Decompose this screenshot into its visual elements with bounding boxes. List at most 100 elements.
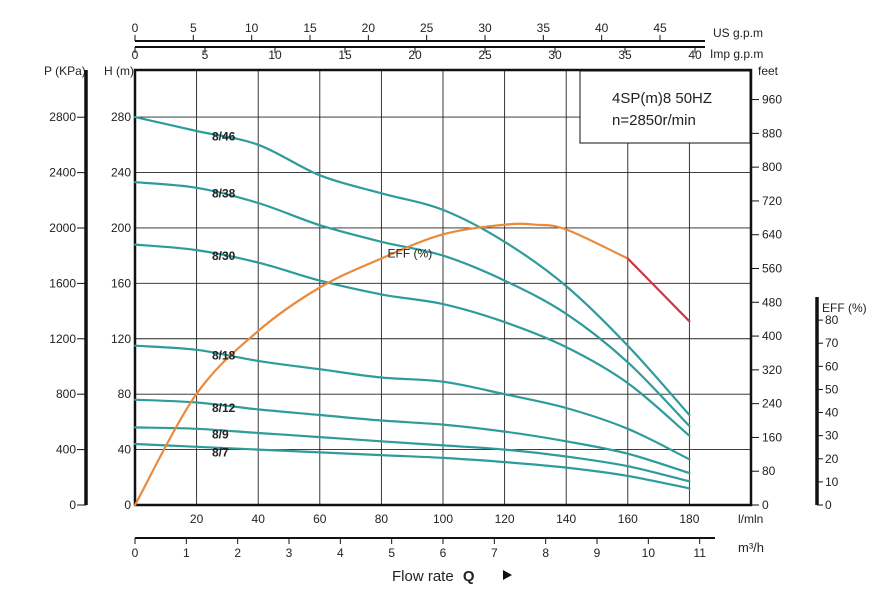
chart-subtitle: n=2850r/min	[612, 112, 696, 129]
m3h-tick-label: 4	[337, 546, 344, 560]
head-axis-label: H (m)	[104, 64, 134, 78]
pump-curve-8-12	[133, 398, 691, 475]
eff-tick-label: 40	[825, 406, 839, 420]
eff-tick-label: 70	[825, 336, 839, 350]
lmin-tick-label: 100	[433, 512, 453, 526]
eff-curve-end	[626, 257, 691, 323]
feet-tick-label: 720	[762, 194, 782, 208]
imp-gpm-tick-label: 40	[688, 48, 702, 62]
pressure-tick-label: 1600	[49, 276, 76, 290]
m3h-tick-label: 11	[693, 546, 706, 560]
curves	[133, 116, 691, 507]
imp-gpm-tick-label: 20	[408, 48, 422, 62]
series-label-eff: EFF (%)	[388, 247, 433, 261]
us-gpm-tick-label: 20	[362, 21, 376, 35]
pressure-tick-label: 2000	[49, 221, 76, 235]
pressure-tick-label: 400	[56, 443, 76, 457]
m3h-tick-label: 7	[491, 546, 498, 560]
pressure-tick-label: 1200	[49, 332, 76, 346]
m3h-axis-label: m³/h	[738, 540, 764, 555]
head-tick-label: 120	[111, 332, 131, 346]
m3h-tick-label: 8	[542, 546, 549, 560]
us-gpm-tick-label: 10	[245, 21, 259, 35]
head-tick-label: 0	[124, 498, 131, 512]
feet-tick-label: 800	[762, 160, 782, 174]
pressure-tick-label: 800	[56, 387, 76, 401]
lmin-tick-label: 20	[190, 512, 204, 526]
us-gpm-tick-label: 15	[303, 21, 317, 35]
m3h-tick-label: 2	[234, 546, 241, 560]
lmin-tick-label: 40	[252, 512, 266, 526]
feet-tick-label: 880	[762, 126, 782, 140]
chart-title: 4SP(m)8 50HZ	[612, 90, 712, 107]
imp-gpm-tick-label: 35	[618, 48, 632, 62]
feet-tick-label: 400	[762, 329, 782, 343]
feet-tick-label: 240	[762, 397, 782, 411]
pump-curve-8-9	[133, 426, 691, 483]
imp-gpm-tick-label: 10	[268, 48, 282, 62]
feet-tick-label: 80	[762, 464, 776, 478]
m3h-tick-label: 6	[440, 546, 447, 560]
m3h-tick-label: 3	[286, 546, 293, 560]
eff-tick-label: 80	[825, 313, 839, 327]
series-labels: 8/46 8/38 8/30 8/18 8/12 8/9 8/7 EFF (%)	[212, 130, 432, 460]
head-tick-label: 80	[118, 387, 132, 401]
lmin-axis-label: l/mln	[738, 512, 763, 526]
us-gpm-tick-label: 5	[190, 21, 197, 35]
series-label-8-12: 8/12	[212, 401, 236, 415]
flow-rate-caption: Flow rate Q	[392, 568, 475, 585]
feet-tick-label: 640	[762, 228, 782, 242]
us-gpm-tick-label: 45	[653, 21, 667, 35]
feet-tick-label: 0	[762, 498, 769, 512]
us-gpm-tick-label: 40	[595, 21, 609, 35]
flow-rate-caption-text: Flow rate	[392, 568, 454, 585]
eff-axis-label: EFF (%)	[822, 301, 867, 315]
imp-gpm-tick-label: 25	[478, 48, 492, 62]
imp-gpm-tick-label: 30	[548, 48, 562, 62]
feet-axis-label: feet	[758, 64, 779, 78]
axes: 0408012016020024028004008001200160020002…	[49, 21, 838, 560]
pressure-axis-label: P (KPa)	[44, 64, 86, 78]
series-label-8-38: 8/38	[212, 186, 236, 200]
series-label-8-7: 8/7	[212, 446, 229, 460]
series-label-8-30: 8/30	[212, 249, 236, 263]
plot-frame	[133, 68, 753, 507]
feet-tick-label: 960	[762, 93, 782, 107]
lmin-tick-label: 180	[679, 512, 699, 526]
us-gpm-tick-label: 35	[537, 21, 551, 35]
eff-tick-label: 20	[825, 452, 839, 466]
imp-gpm-axis-label: Imp g.p.m	[710, 47, 763, 61]
head-tick-label: 240	[111, 166, 131, 180]
series-label-8-46: 8/46	[212, 130, 236, 144]
head-tick-label: 160	[111, 276, 131, 290]
series-label-8-9: 8/9	[212, 428, 229, 442]
lmin-tick-label: 120	[495, 512, 515, 526]
imp-gpm-tick-label: 0	[132, 48, 139, 62]
feet-tick-label: 480	[762, 295, 782, 309]
grid	[135, 70, 751, 505]
feet-tick-label: 160	[762, 430, 782, 444]
us-gpm-tick-label: 25	[420, 21, 434, 35]
m3h-tick-label: 9	[594, 546, 601, 560]
title-box	[579, 70, 751, 144]
m3h-tick-label: 5	[388, 546, 395, 560]
m3h-tick-label: 1	[183, 546, 190, 560]
pump-curve-8-46	[133, 116, 691, 417]
pump-curve-8-7	[133, 442, 691, 490]
lmin-tick-label: 80	[375, 512, 389, 526]
lmin-tick-label: 140	[556, 512, 576, 526]
feet-tick-label: 320	[762, 363, 782, 377]
flow-rate-caption-symbol: Q	[463, 568, 475, 585]
eff-tick-label: 10	[825, 475, 839, 489]
pressure-tick-label: 2800	[49, 110, 76, 124]
lmin-tick-label: 160	[618, 512, 638, 526]
imp-gpm-tick-label: 5	[202, 48, 209, 62]
feet-tick-label: 560	[762, 261, 782, 275]
us-gpm-tick-label: 30	[478, 21, 492, 35]
pressure-tick-label: 0	[69, 498, 76, 512]
flow-arrow-icon	[503, 570, 512, 580]
imp-gpm-tick-label: 15	[338, 48, 352, 62]
m3h-tick-label: 10	[642, 546, 656, 560]
lmin-tick-label: 60	[313, 512, 327, 526]
eff-curve	[133, 222, 629, 507]
